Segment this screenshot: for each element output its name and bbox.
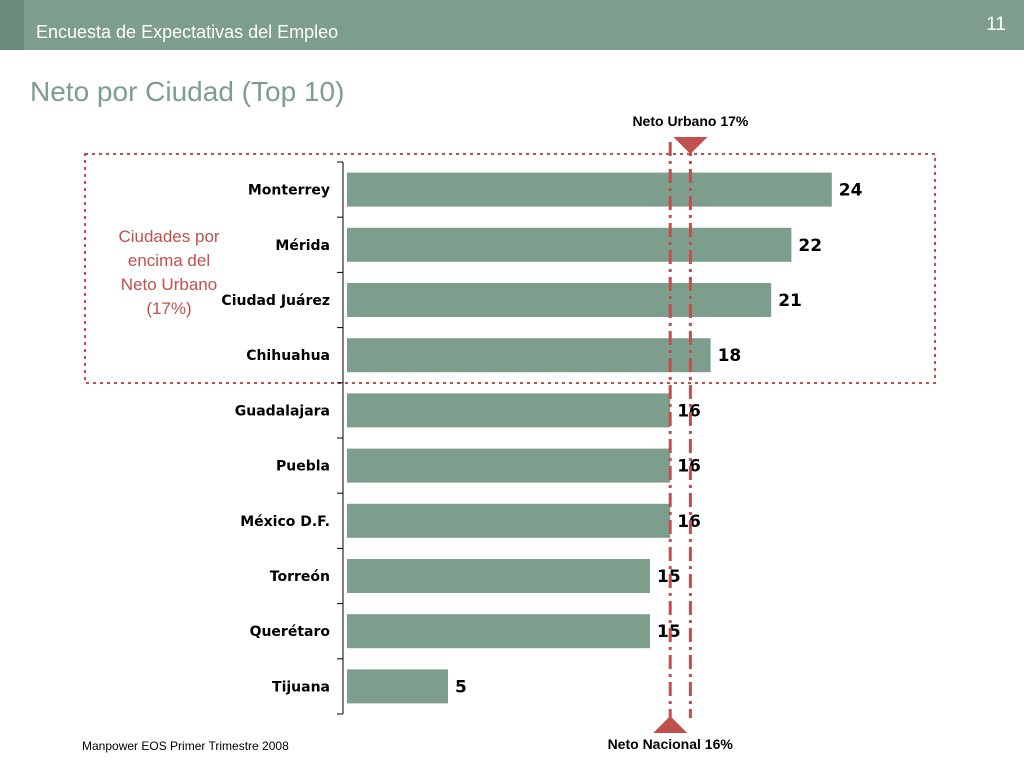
bar: [347, 559, 650, 593]
bar: [347, 393, 671, 428]
header-bar: Encuesta de Expectativas del Empleo 11: [0, 0, 1024, 50]
category-label: Querétaro: [250, 624, 331, 640]
value-label: 24: [839, 181, 863, 201]
category-axis: [337, 161, 344, 715]
category-label: Mérida: [275, 238, 330, 254]
annotation-line: Neto Urbano: [121, 275, 217, 294]
category-label: México D.F.: [240, 514, 330, 530]
category-label: Monterrey: [248, 183, 330, 199]
header-accent: [0, 0, 24, 50]
reference-lines: Neto Urbano 17% Neto Nacional 16%: [608, 113, 749, 752]
neto-nacional-marker: [653, 716, 688, 733]
value-label: 18: [718, 346, 742, 366]
header-title: Encuesta de Expectativas del Empleo: [36, 22, 339, 42]
annotation-line: encima del: [128, 251, 210, 270]
slide-title: Neto por Ciudad (Top 10): [30, 76, 345, 107]
bar: [347, 503, 671, 538]
highlight-annotation: Ciudades por encima del Neto Urbano (17%): [118, 227, 219, 318]
value-label: 5: [455, 677, 467, 697]
neto-urbano-marker: [673, 137, 708, 154]
annotation-line: (17%): [146, 299, 191, 318]
value-label: 21: [778, 291, 802, 311]
category-label: Puebla: [276, 459, 330, 475]
footer-source: Manpower EOS Primer Trimestre 2008: [82, 739, 289, 753]
category-label: Guadalajara: [235, 403, 330, 419]
bar: [347, 669, 448, 704]
bar: [347, 283, 772, 317]
bar: [347, 338, 711, 373]
bar: [347, 614, 650, 649]
slide-number: 11: [986, 14, 1006, 35]
category-labels: Monterrey Mérida Ciudad Juárez Chihuahua Gua…: [221, 183, 330, 696]
annotation-line: Ciudades por: [118, 227, 219, 246]
neto-nacional-label: Neto Nacional 16%: [608, 736, 734, 752]
category-label: Tijuana: [272, 679, 330, 695]
category-label: Chihuahua: [246, 348, 330, 364]
bar: [347, 448, 671, 483]
value-label: 22: [798, 236, 822, 256]
bars-group: [347, 172, 832, 704]
value-label: 16: [677, 401, 701, 421]
neto-urbano-label: Neto Urbano 17%: [632, 113, 748, 129]
category-label: Ciudad Juárez: [221, 293, 330, 309]
bar: [347, 227, 792, 262]
bar: [347, 172, 832, 207]
category-label: Torreón: [270, 569, 330, 585]
